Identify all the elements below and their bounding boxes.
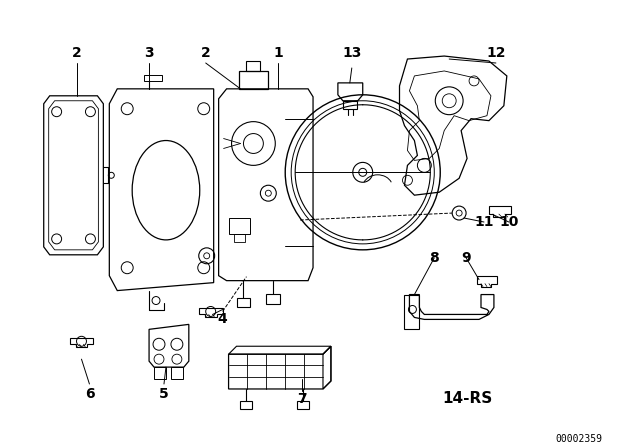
Bar [228, 218, 250, 234]
Text: 7: 7 [298, 392, 307, 406]
Text: 6: 6 [84, 387, 94, 401]
Bar [241, 401, 252, 409]
Text: 3: 3 [144, 46, 154, 60]
Bar [234, 234, 246, 242]
Bar [266, 293, 280, 303]
Bar [246, 61, 260, 71]
Text: 8: 8 [429, 251, 439, 265]
Text: 00002359: 00002359 [555, 434, 602, 444]
Bar [237, 297, 250, 307]
Text: 5: 5 [159, 387, 169, 401]
Bar [154, 367, 166, 379]
Bar [239, 71, 268, 89]
Text: 12: 12 [486, 46, 506, 60]
Text: 2: 2 [201, 46, 211, 60]
Text: 1: 1 [273, 46, 283, 60]
Bar [144, 75, 162, 81]
Text: 11: 11 [474, 215, 493, 229]
Text: 13: 13 [342, 46, 362, 60]
Bar [297, 401, 309, 409]
Bar [404, 294, 419, 329]
Bar [343, 101, 356, 109]
Text: 14-RS: 14-RS [442, 392, 492, 406]
Text: 9: 9 [461, 251, 471, 265]
Text: 10: 10 [499, 215, 518, 229]
Text: 4: 4 [218, 312, 227, 327]
Bar [171, 367, 183, 379]
Text: 2: 2 [72, 46, 81, 60]
